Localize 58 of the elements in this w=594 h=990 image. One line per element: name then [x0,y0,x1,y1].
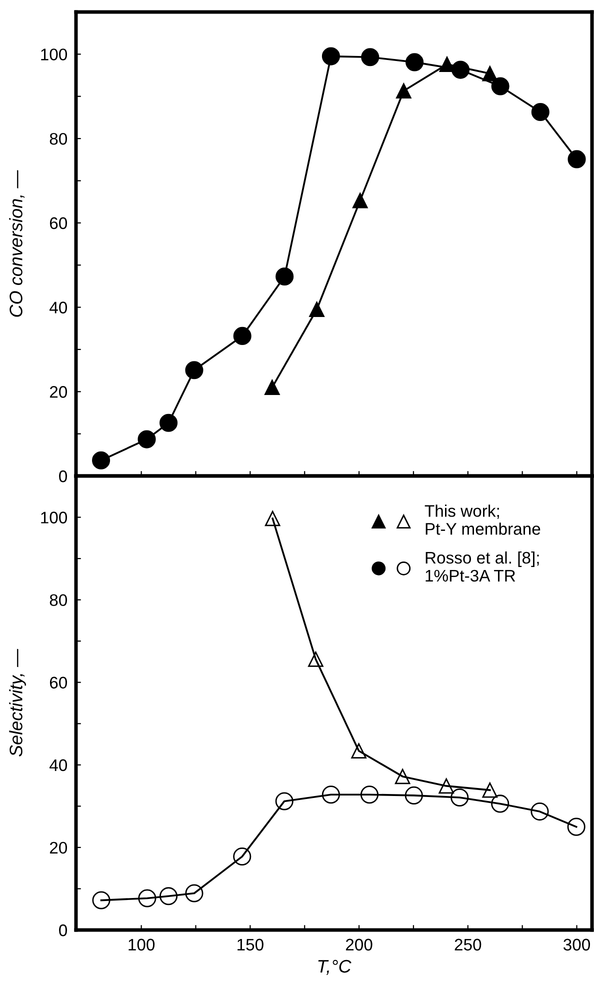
point [404,786,423,804]
point [160,414,178,432]
point [450,788,469,807]
y-tick-label: 60 [50,676,68,689]
legend-label: This work; Pt-Y membrane [424,504,540,535]
point [406,53,424,72]
point [396,83,412,99]
y-tick-label: 0 [59,924,68,936]
y-tick-label: 100 [41,48,68,60]
point [92,451,110,470]
point [160,887,178,906]
point [322,47,340,66]
y-tick-label: 40 [50,302,68,314]
y-tick-label: 20 [50,842,68,854]
y-tick-label: 100 [41,512,68,524]
point [92,891,110,910]
x-tick-label: 100 [128,938,155,951]
point [530,802,549,821]
point [491,794,510,813]
y-axis-title: Selectivity, — [9,648,26,757]
x-axis-title: T,°C [318,960,352,975]
point [138,889,156,908]
point [233,326,252,345]
x-tick-label: 200 [346,938,372,951]
point [264,510,280,526]
point [360,786,379,804]
point [482,66,498,82]
point [308,652,324,667]
point [531,102,550,121]
point [394,768,410,784]
y-axis-title: CO conversion, — [9,170,25,317]
point [352,192,368,208]
y-tick-label: 0 [59,470,68,482]
x-tick-label: 250 [454,938,482,951]
x-tick-label: 150 [238,938,264,951]
point [264,380,280,396]
point [438,778,454,794]
point [309,302,324,318]
point [567,818,586,836]
y-tick-label: 40 [50,759,68,772]
point [233,848,252,866]
point [482,782,498,798]
y-tick-label: 80 [50,594,68,606]
point [361,48,380,66]
point [568,150,586,168]
point [185,361,204,380]
legend-label: Rosso et al. [8]; 1%Pt-3A TR [426,551,539,582]
point [276,267,294,286]
point [351,743,366,759]
y-tick-label: 20 [50,386,68,398]
point [185,884,204,902]
point [491,77,510,96]
point [322,786,340,804]
point [138,430,156,448]
x-tick-label: 300 [563,938,590,951]
y-tick-label: 60 [50,217,68,230]
point [275,792,294,810]
y-tick-label: 80 [50,132,68,145]
